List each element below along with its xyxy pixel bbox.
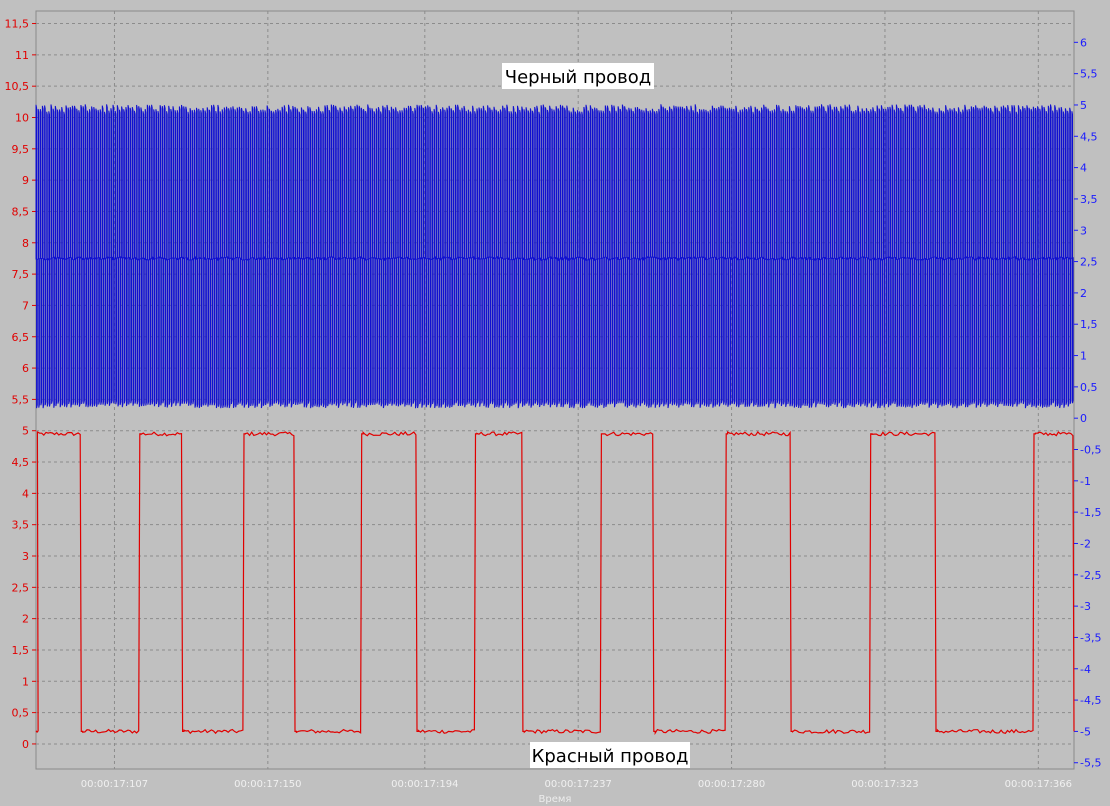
right-tick-label: -4,5 (1080, 694, 1101, 707)
right-tick-label: -5,5 (1080, 757, 1101, 770)
right-tick-label: 4,5 (1080, 130, 1098, 143)
left-tick-label: 11 (15, 49, 29, 62)
x-tick-label: 00:00:17:107 (81, 779, 148, 790)
left-tick-label: 9,5 (12, 143, 30, 156)
label-red-wire: Красный провод (532, 746, 689, 767)
x-tick-label: 00:00:17:150 (234, 779, 301, 790)
right-tick-label: 1 (1080, 350, 1087, 363)
left-tick-label: 8 (22, 237, 29, 250)
right-axis-ticks: -5,5 -5 -4,5 -4 -3,5 -3 -2,5 -2 -1,5 -1 -0,5 0 0,5 1 1… (1074, 36, 1101, 770)
right-tick-label: -2,5 (1080, 569, 1101, 582)
left-tick-label: 6 (22, 362, 29, 375)
right-tick-label: -1 (1080, 475, 1091, 488)
label-black-wire-group: Черный провод (502, 63, 654, 89)
right-tick-label: 6 (1080, 36, 1087, 49)
left-tick-label: 6,5 (12, 331, 30, 344)
left-tick-label: 1,5 (12, 644, 30, 657)
right-tick-label: -2 (1080, 537, 1091, 550)
left-axis-ticks: 00,511,522,533,544,555,566,577,588,599,5… (5, 18, 36, 751)
x-tick-label: 00:00:17:323 (851, 779, 918, 790)
x-tick-label: 00:00:17:194 (391, 779, 458, 790)
left-tick-label: 10 (15, 111, 29, 124)
left-tick-label: 1 (22, 675, 29, 688)
label-black-wire-box (502, 63, 654, 89)
left-tick-label: 7 (22, 299, 29, 312)
left-tick-label: 8,5 (12, 205, 30, 218)
x-axis-ticks: 00:00:17:107 00:00:17:150 00:00:17:194 00:0… (81, 779, 1072, 790)
left-tick-label: 3 (22, 550, 29, 563)
left-tick-label: 4,5 (12, 456, 30, 469)
right-tick-label: 5 (1080, 99, 1087, 112)
x-tick-label: 00:00:17:237 (544, 779, 611, 790)
black-wire-trace (35, 104, 1074, 409)
left-tick-label: 11,5 (5, 18, 30, 31)
right-tick-label: 4 (1080, 162, 1087, 175)
label-black-wire: Черный провод (505, 67, 652, 88)
right-tick-label: -3 (1080, 600, 1091, 613)
left-tick-label: 10,5 (5, 80, 30, 93)
right-tick-label: -3,5 (1080, 631, 1101, 644)
series-black-wire (35, 104, 1074, 409)
right-tick-label: -5 (1080, 725, 1091, 738)
left-tick-label: 5 (22, 425, 29, 438)
x-tick-label: 00:00:17:366 (1005, 779, 1072, 790)
red-wire-trace (35, 430, 1075, 736)
left-tick-label: 2 (22, 613, 29, 626)
left-tick-label: 5,5 (12, 393, 30, 406)
label-red-wire-group: Красный провод (530, 742, 690, 768)
right-tick-label: 0 (1080, 412, 1087, 425)
left-tick-label: 2,5 (12, 581, 30, 594)
left-tick-label: 4 (22, 487, 29, 500)
left-tick-label: 0,5 (12, 707, 30, 720)
left-tick-label: 9 (22, 174, 29, 187)
right-tick-label: -1,5 (1080, 506, 1101, 519)
right-tick-label: 2,5 (1080, 256, 1098, 269)
x-axis-title: Время (539, 794, 572, 805)
right-tick-label: -4 (1080, 663, 1091, 676)
right-tick-label: 2 (1080, 287, 1087, 300)
right-tick-label: 3 (1080, 224, 1087, 237)
left-tick-label: 0 (22, 738, 29, 751)
left-tick-label: 7,5 (12, 268, 30, 281)
left-tick-label: 3,5 (12, 519, 30, 532)
right-tick-label: -0,5 (1080, 444, 1101, 457)
series-red-wire (35, 430, 1075, 736)
right-tick-label: 5,5 (1080, 68, 1098, 81)
right-tick-label: 0,5 (1080, 381, 1098, 394)
right-tick-label: 1,5 (1080, 318, 1098, 331)
right-tick-label: 3,5 (1080, 193, 1098, 206)
label-red-wire-box (530, 742, 690, 768)
x-tick-label: 00:00:17:280 (698, 779, 765, 790)
